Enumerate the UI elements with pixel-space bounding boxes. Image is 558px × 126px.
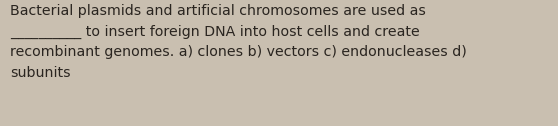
- Text: Bacterial plasmids and artificial chromosomes are used as
__________ to insert f: Bacterial plasmids and artificial chromo…: [10, 4, 467, 80]
